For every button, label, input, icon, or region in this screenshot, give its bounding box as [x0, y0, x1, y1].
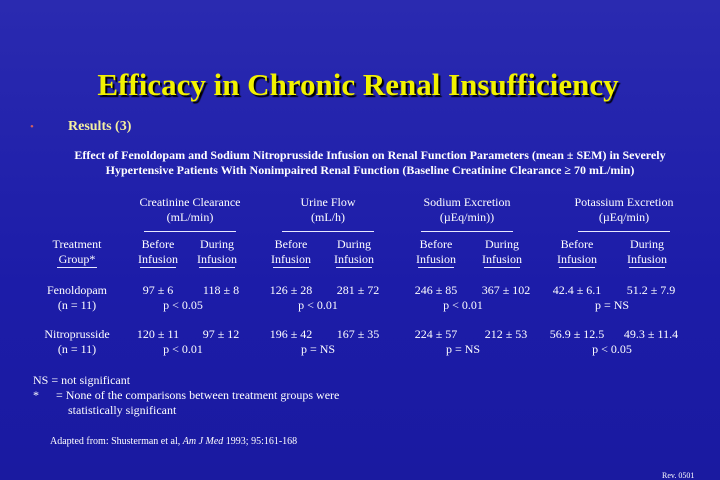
p-value: p = NS [445, 342, 481, 356]
bullet-text: Results (3) [68, 119, 132, 134]
table-cell: 246 ± 85 [414, 283, 458, 297]
underline [273, 267, 309, 268]
group-header: (mL/h) [311, 210, 345, 224]
group-header: Creatinine Clearance [139, 195, 241, 209]
source: Adapted from: Shusterman et al, Am J Med… [50, 435, 297, 449]
underline [57, 267, 97, 268]
table-cell: 224 ± 57 [414, 327, 458, 341]
p-value: p = NS [300, 342, 336, 356]
row-header: Group* [58, 252, 96, 266]
slide-title: Efficacy in Chronic Renal Insufficiency [97, 67, 619, 102]
source-text: Adapted from: Shusterman et al, [50, 436, 183, 447]
row-label: (n = 11) [57, 298, 97, 312]
underline [421, 231, 513, 232]
p-value: p < 0.01 [443, 298, 483, 312]
source-journal: Am J Med [182, 436, 224, 447]
table-cell: 49.3 ± 11.4 [623, 327, 679, 341]
caption-line: Hypertensive Patients With Nonimpaired R… [105, 163, 635, 177]
footnote: statistically significant [68, 403, 177, 417]
revision: Rev. 0501 [662, 471, 695, 480]
row-header: Treatment [52, 237, 102, 251]
p-value: p < 0.05 [592, 342, 632, 356]
underline [629, 267, 665, 268]
table-cell: 97 ± 12 [202, 327, 240, 341]
underline [578, 231, 670, 232]
row-label: (n = 11) [57, 342, 97, 356]
group-header: Potassium Excretion [574, 195, 674, 209]
table-cell: 367 ± 102 [481, 283, 531, 297]
source-text: 1993; 95:161-168 [223, 436, 298, 447]
column-header: Before [560, 237, 594, 251]
column-header: Infusion [138, 252, 178, 266]
p-value: p = NS [594, 298, 630, 312]
column-header: Infusion [627, 252, 667, 266]
caption-line: Effect of Fenoldopam and Sodium Nitropru… [74, 148, 666, 162]
column-header: Infusion [271, 252, 311, 266]
table-cell: 212 ± 53 [484, 327, 528, 341]
column-header: Before [419, 237, 453, 251]
footnote-marker: * [33, 388, 39, 402]
row-label: Fenoldopam [47, 283, 107, 297]
column-header: During [485, 237, 519, 251]
table-cell: 56.9 ± 12.5 [549, 327, 605, 341]
table-cell: 51.2 ± 7.9 [626, 283, 676, 297]
group-header: (mL/min) [166, 210, 214, 224]
underline [144, 231, 236, 232]
p-value: p < 0.01 [163, 342, 203, 356]
table-cell: 42.4 ± 6.1 [552, 283, 602, 297]
underline [418, 267, 454, 268]
table-cell: 97 ± 6 [142, 283, 174, 297]
column-header: During [200, 237, 234, 251]
underline [282, 231, 374, 232]
bullet-marker: • [30, 121, 34, 133]
underline [140, 267, 176, 268]
group-header: (µEq/min)) [439, 210, 495, 224]
column-header: During [337, 237, 371, 251]
column-header: Before [274, 237, 308, 251]
table-cell: 167 ± 35 [336, 327, 380, 341]
column-header: Infusion [557, 252, 597, 266]
table-cell: 120 ± 11 [136, 327, 180, 341]
underline [559, 267, 595, 268]
column-header: Before [141, 237, 175, 251]
footnote: = None of the comparisons between treatm… [56, 388, 340, 402]
p-value: p < 0.01 [298, 298, 338, 312]
group-header: Urine Flow [300, 195, 356, 209]
footnote: NS = not significant [33, 373, 131, 387]
column-header: Infusion [482, 252, 522, 266]
column-header: Infusion [334, 252, 374, 266]
p-value: p < 0.05 [163, 298, 203, 312]
table-cell: 126 ± 28 [269, 283, 313, 297]
table-cell: 118 ± 8 [202, 283, 240, 297]
table-cell: 196 ± 42 [269, 327, 313, 341]
underline [484, 267, 520, 268]
underline [199, 267, 235, 268]
column-header: Infusion [197, 252, 237, 266]
column-header: During [630, 237, 664, 251]
group-header: Sodium Excretion [423, 195, 511, 209]
row-label: Nitroprusside [44, 327, 110, 341]
group-header: (µEq/min) [598, 210, 650, 224]
underline [336, 267, 372, 268]
column-header: Infusion [416, 252, 456, 266]
table-cell: 281 ± 72 [336, 283, 380, 297]
